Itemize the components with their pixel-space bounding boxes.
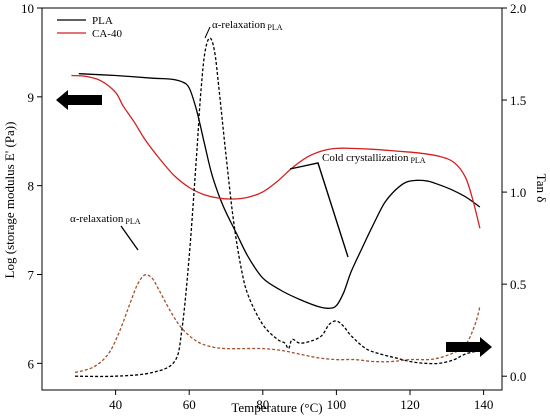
annotation-alpha-relaxation-left: α-relaxation PLA (70, 213, 141, 251)
x-tick-label: 60 (183, 397, 196, 412)
annotation-leader-line (120, 225, 139, 251)
annotation-text: Cold crystallization PLA (322, 152, 426, 165)
x-tick-label: 40 (109, 397, 122, 412)
y2-tick-label: 0.0 (510, 369, 526, 384)
y2-tick-label: 1.5 (510, 93, 526, 108)
y-tick-label: 10 (21, 1, 34, 16)
right-axis-arrow (446, 337, 492, 357)
annotation-text: α-relaxation PLA (70, 213, 141, 226)
y-tick-label: 7 (28, 268, 35, 283)
y-tick-label: 6 (28, 356, 35, 371)
x-tick-label: 120 (400, 397, 420, 412)
series-layer (71, 37, 481, 378)
series-pla-tan-delta-line (75, 37, 481, 378)
series-ca40-storage-modulus-line (71, 74, 481, 229)
tick-layer: 40 60 80 100 120 140 6 7 8 9 10 0.0 0.5 1.0 1.5 2.0 (21, 1, 526, 412)
plot-border (41, 7, 503, 391)
x-axis-label: Temperature (°C) (231, 400, 322, 415)
series-pla-storage-modulus-line (78, 73, 481, 309)
annotation-alpha-relaxation-top: α-relaxation PLA (204, 19, 283, 39)
y2-axis-label: Tan δ (534, 174, 549, 203)
annotation-text: α-relaxation PLA (212, 19, 283, 32)
y2-tick-label: 0.5 (510, 277, 526, 292)
y2-tick-label: 2.0 (510, 1, 526, 16)
annotation-leader-line (204, 26, 211, 39)
legend: PLA CA-40 (57, 15, 122, 40)
y2-tick-label: 1.0 (510, 185, 526, 200)
annotation-leader-line (289, 162, 349, 258)
x-tick-label: 100 (327, 397, 347, 412)
series-ca40-tan-delta-line (74, 274, 481, 374)
x-tick-label: 80 (256, 397, 269, 412)
left-axis-arrow (56, 90, 102, 110)
x-tick-label: 140 (474, 397, 494, 412)
plot-frame (41, 7, 503, 391)
legend-label-pla: PLA (92, 15, 113, 27)
y-axis-label: Log (storage modulus E' (Pa)) (2, 122, 17, 279)
legend-label-ca40: CA-40 (92, 28, 122, 40)
annotation-cold-crystallization: Cold crystallization PLA (289, 152, 426, 258)
y-tick-label: 9 (28, 90, 35, 105)
y-tick-label: 8 (28, 179, 35, 194)
